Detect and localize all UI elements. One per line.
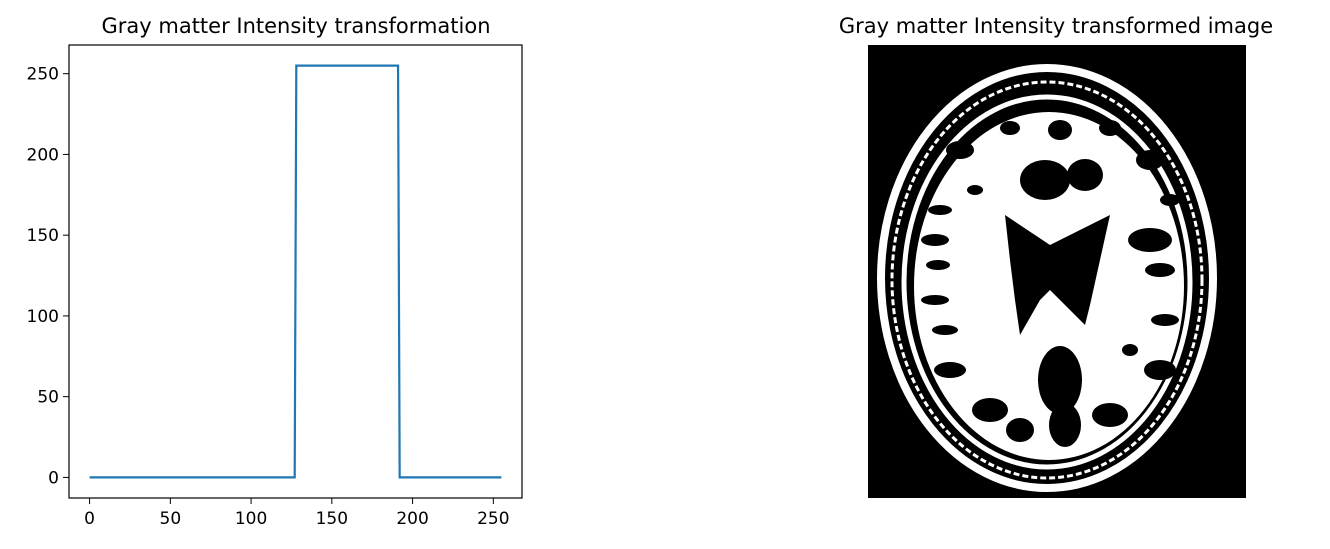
transformed-image-panel: Gray matter Intensity transformed image: [839, 14, 1273, 498]
y-tick-label: 200: [27, 145, 59, 165]
plot2-title: Gray matter Intensity transformed image: [839, 14, 1273, 38]
plot1-series: [90, 66, 502, 478]
x-tick-label: 100: [235, 509, 267, 529]
plot1-y-ticks: 0 50 100 150 200 250: [27, 65, 69, 489]
series-line-0: [90, 66, 502, 478]
y-tick-label: 100: [27, 307, 59, 327]
x-tick-label: 0: [84, 509, 95, 529]
x-tick-label: 50: [160, 509, 182, 529]
plot1-title: Gray matter Intensity transformation: [101, 14, 490, 38]
plot1-x-ticks: 0 50 100 150 200 250: [84, 498, 509, 529]
transformation-plot: Gray matter Intensity transformation 0 50…: [27, 14, 522, 529]
x-tick-label: 250: [477, 509, 509, 529]
x-tick-label: 200: [396, 509, 428, 529]
y-tick-label: 0: [48, 468, 59, 488]
y-tick-label: 50: [37, 388, 59, 408]
y-tick-label: 250: [27, 65, 59, 85]
brain-mri-image: [881, 68, 1213, 488]
x-tick-label: 150: [316, 509, 348, 529]
y-tick-label: 150: [27, 226, 59, 246]
